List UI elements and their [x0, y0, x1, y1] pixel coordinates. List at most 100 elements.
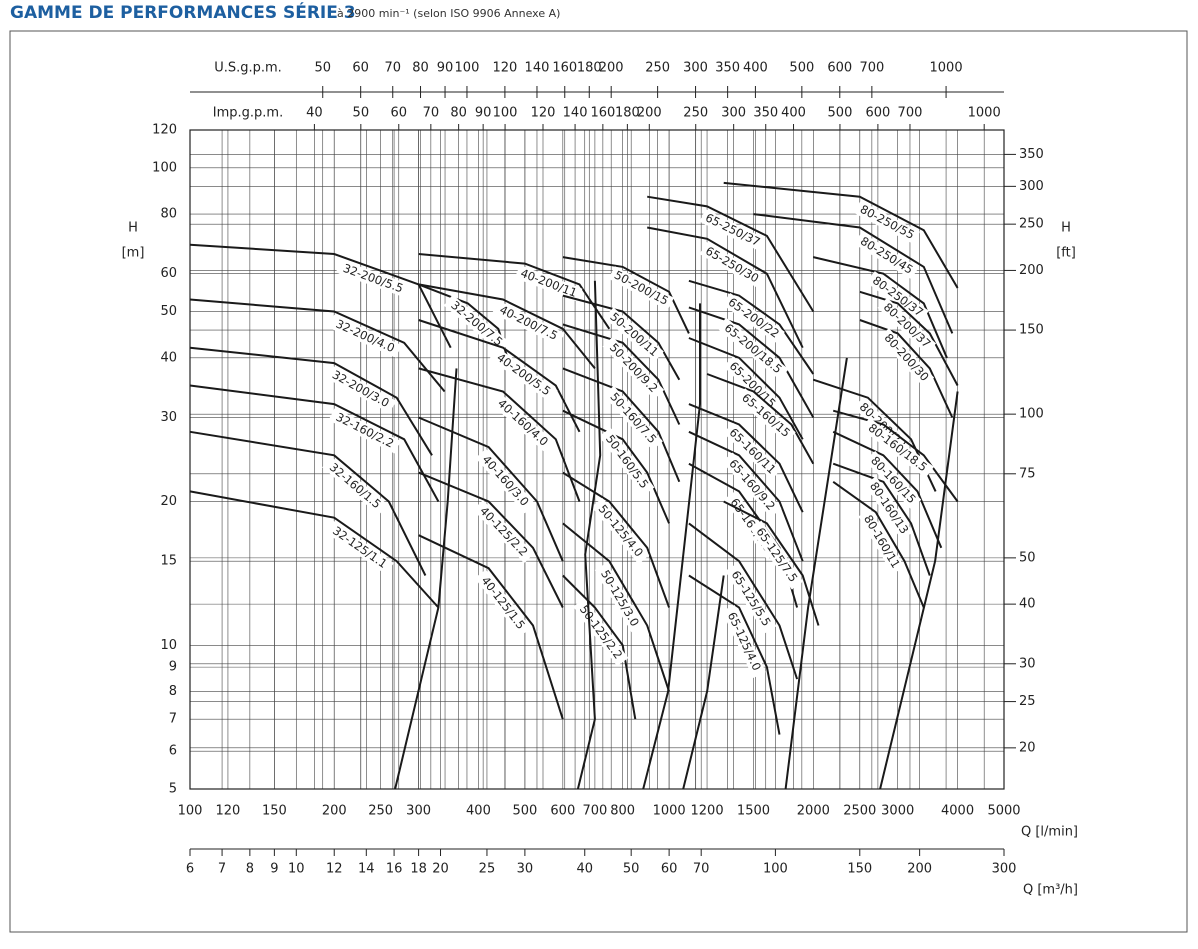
x-tick-label: 100 — [455, 61, 480, 76]
curve-label-bg — [603, 385, 663, 451]
curve-label-bg — [723, 356, 782, 414]
y-tick-label: 6 — [169, 744, 177, 759]
curve-label-bg — [861, 417, 934, 478]
curve-label: 65-125/7.5 — [749, 520, 804, 590]
curve-label-text: 40-160/4.0 — [495, 396, 551, 449]
x-tick-label: 2500 — [843, 804, 876, 819]
x-tick-label: 120 — [531, 106, 556, 121]
x-tick-label: 4000 — [941, 804, 974, 819]
y2-tick-label: 300 — [1019, 179, 1044, 194]
x-tick-label: 600 — [827, 61, 852, 76]
x-tick-label: 9 — [270, 862, 278, 877]
x-tick-label: 250 — [683, 106, 708, 121]
x-tick-label: 160 — [590, 106, 615, 121]
y2-tick-label: 250 — [1019, 217, 1044, 232]
x-tick-label: 50 — [353, 106, 370, 121]
x-tick-label: 60 — [390, 106, 407, 121]
plot-border — [189, 129, 1005, 790]
x-tick-label: 1000 — [653, 804, 686, 819]
x-tick-label: 140 — [563, 106, 588, 121]
y-tick-label: 9 — [169, 660, 177, 675]
y-tick-label: 15 — [160, 554, 177, 569]
x-tick-label: 150 — [262, 804, 287, 819]
curve-label-bg — [699, 209, 766, 252]
x-tick-label: 16 — [386, 862, 403, 877]
x-tick-label: 6 — [186, 862, 194, 877]
pump-curve — [723, 500, 820, 626]
x-tick-label: 80 — [412, 61, 429, 76]
curve-label-bg — [492, 300, 565, 346]
x-tick-label: 80 — [450, 106, 467, 121]
x-tick-label: 100 — [493, 106, 518, 121]
x-tick-label: 150 — [847, 862, 872, 877]
x-tick-label: 120 — [492, 61, 517, 76]
y-tick-label: 10 — [160, 638, 177, 653]
curve-label: 50-200/15 — [608, 266, 675, 311]
x-tick-label: 90 — [437, 61, 454, 76]
curve-label-bg — [858, 509, 905, 575]
pump-curve — [784, 357, 848, 790]
curve-label-bg — [878, 328, 935, 388]
y2-tick-label: 350 — [1019, 147, 1044, 162]
y-tick-label: 30 — [160, 410, 177, 425]
x-tick-label: 12 — [326, 862, 343, 877]
x-tick-label: 3000 — [881, 804, 914, 819]
y-tick-label: 50 — [160, 304, 177, 319]
curve-label-bg — [864, 476, 914, 540]
chart-subtitle: à 2900 min⁻¹ (selon ISO 9906 Annexe A) — [337, 7, 560, 20]
pump-curve — [189, 298, 446, 393]
y2-tick-label: 40 — [1019, 597, 1036, 612]
curve-label-text: 40-125/2.2 — [477, 504, 531, 559]
curve-label-bg — [599, 427, 655, 496]
curve-label-bg — [594, 562, 645, 634]
frame — [9, 30, 1188, 933]
pump-curve — [647, 195, 815, 313]
y-tick-label: 60 — [160, 266, 177, 281]
pump-curve — [682, 575, 725, 790]
y-tick-label: 7 — [169, 712, 177, 727]
x-tick-label: 60 — [352, 61, 369, 76]
y-axis-title: H — [128, 221, 138, 236]
x-tick-label: 100 — [763, 862, 788, 877]
curve-label-bg — [328, 407, 401, 454]
pump-curve — [418, 471, 564, 608]
x-tick-label: 300 — [721, 106, 746, 121]
curve-label-bg — [735, 388, 796, 443]
curve-label-bg — [489, 347, 558, 402]
x-tick-label: 1000 — [968, 106, 1001, 121]
pump-curve — [189, 490, 440, 609]
curve-label-bg — [717, 317, 789, 381]
pump-curve — [562, 367, 681, 483]
curve-label-bg — [725, 563, 777, 634]
x-tick-label: 300 — [992, 862, 1017, 877]
y2-tick-label: 25 — [1019, 694, 1036, 709]
pump-curve — [562, 409, 671, 524]
y-tick-label: 80 — [160, 207, 177, 222]
x-tick-label: 800 — [610, 804, 635, 819]
x-tick-label: 25 — [479, 862, 496, 877]
x-tick-label: 90 — [475, 106, 492, 121]
x-tick-label: 600 — [550, 804, 575, 819]
pump-curve — [562, 323, 681, 425]
y2-tick-label: 200 — [1019, 263, 1044, 278]
curve-label-bg — [723, 422, 782, 480]
x-tick-label: 18 — [410, 862, 427, 877]
curve-label-bg — [514, 264, 583, 302]
x-tick-label: 5000 — [987, 804, 1020, 819]
x-tick-label: 30 — [517, 862, 534, 877]
pump-curve — [418, 534, 564, 720]
y-tick-label: 20 — [160, 494, 177, 509]
pump-curve — [688, 337, 804, 440]
y2-tick-label: 20 — [1019, 740, 1036, 755]
pump-curve — [418, 416, 564, 562]
x-tick-label: 200 — [637, 106, 662, 121]
x-tick-label: 600 — [865, 106, 890, 121]
x-tick-label: 180 — [577, 61, 602, 76]
curve-label-bg — [573, 598, 629, 667]
x-tick-label: 10 — [288, 862, 305, 877]
y2-tick-label: 50 — [1019, 550, 1036, 565]
y-tick-label: 40 — [160, 350, 177, 365]
x-tick-label: 400 — [743, 61, 768, 76]
x-tick-label: 60 — [661, 862, 678, 877]
x-tick-label: 300 — [406, 804, 431, 819]
